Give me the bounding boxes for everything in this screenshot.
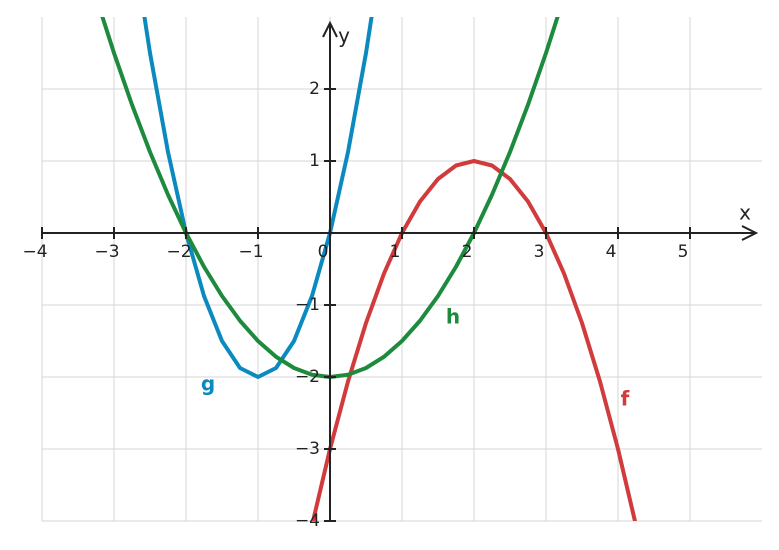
x-tick-label: 4 [606,242,617,262]
x-tick-label: −1 [238,242,263,262]
x-tick-label: −4 [22,242,47,262]
y-axis-arrow [322,20,338,38]
y-tick-label: 2 [309,79,320,99]
function-label: g [201,372,215,396]
y-tick-label: 1 [309,151,320,171]
curves [100,17,637,521]
grid [41,17,762,522]
y-tick-label: −4 [295,511,320,531]
function-curve [142,17,374,379]
x-tick-label: 2 [462,242,473,262]
function-curve [311,159,637,521]
axes: −4 −3 −2 −1 0 1 2 3 4 5 −4 −3 −2 −1 1 2 x y [22,20,759,531]
y-tick-label: −2 [295,367,320,387]
y-axis-label: y [338,24,350,48]
x-axis-arrow [741,225,759,241]
function-label: h [446,305,460,329]
x-tick-label: −3 [94,242,119,262]
x-axis-label: x [739,201,751,225]
y-tick-label: −1 [295,295,320,315]
function-label: f [621,387,630,411]
x-tick-label: 3 [534,242,545,262]
x-tick-label: 1 [390,242,401,262]
y-tick-label: −3 [295,439,320,459]
x-tick-label: −2 [166,242,191,262]
x-tick-label: 0 [318,242,329,262]
x-tick-label: 5 [678,242,689,262]
